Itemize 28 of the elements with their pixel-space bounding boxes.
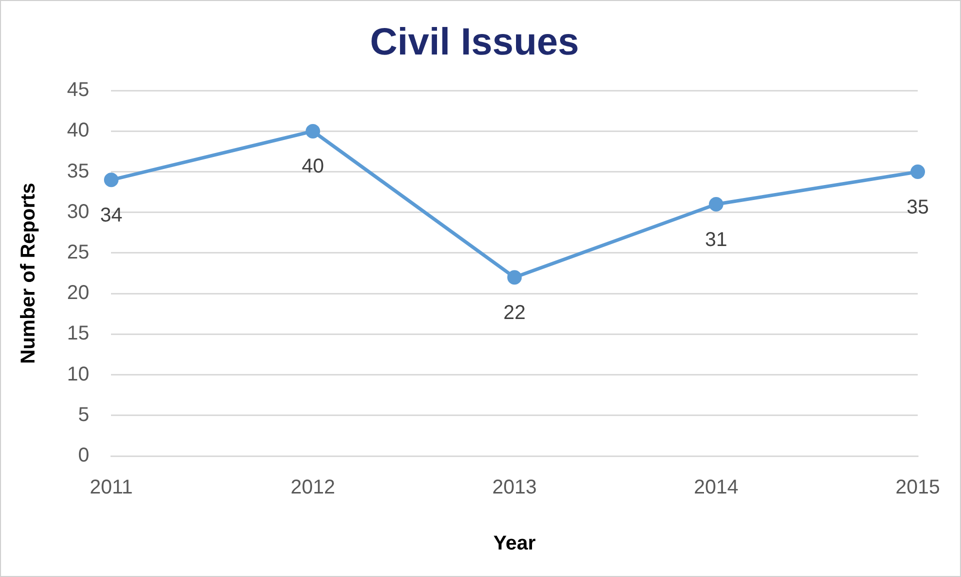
x-tick-label: 2014 (694, 476, 738, 499)
x-tick-label: 2012 (290, 476, 336, 499)
y-tick-label: 5 (78, 404, 90, 426)
y-axis-title: Number of Reports (18, 182, 40, 364)
y-tick-label: 25 (66, 242, 90, 264)
point (507, 270, 522, 285)
data-label: 35 (906, 196, 929, 218)
y-tick-label: 45 (66, 79, 90, 102)
y-tick-label: 20 (66, 282, 90, 304)
x-tick-label: 2015 (896, 476, 940, 499)
y-tick-label: 0 (78, 444, 90, 467)
y-tick-label: 15 (66, 322, 90, 345)
y-tick-label: 35 (66, 160, 90, 182)
x-tick-label: 2011 (90, 476, 133, 499)
data-label: 34 (100, 204, 122, 226)
point (104, 172, 118, 188)
x-axis-title: Year (493, 532, 536, 555)
y-tick-label: 30 (66, 200, 90, 223)
y-tick-label: 10 (66, 363, 90, 386)
x-tick-label: 2013 (492, 476, 537, 499)
data-label: 31 (705, 228, 728, 251)
data-label: 22 (503, 302, 526, 324)
data-label: 40 (302, 156, 324, 178)
point (306, 124, 320, 138)
point (910, 164, 926, 180)
chart-title: Civil Issues (370, 21, 580, 64)
point (708, 197, 724, 212)
y-tick-label: 40 (66, 120, 90, 142)
